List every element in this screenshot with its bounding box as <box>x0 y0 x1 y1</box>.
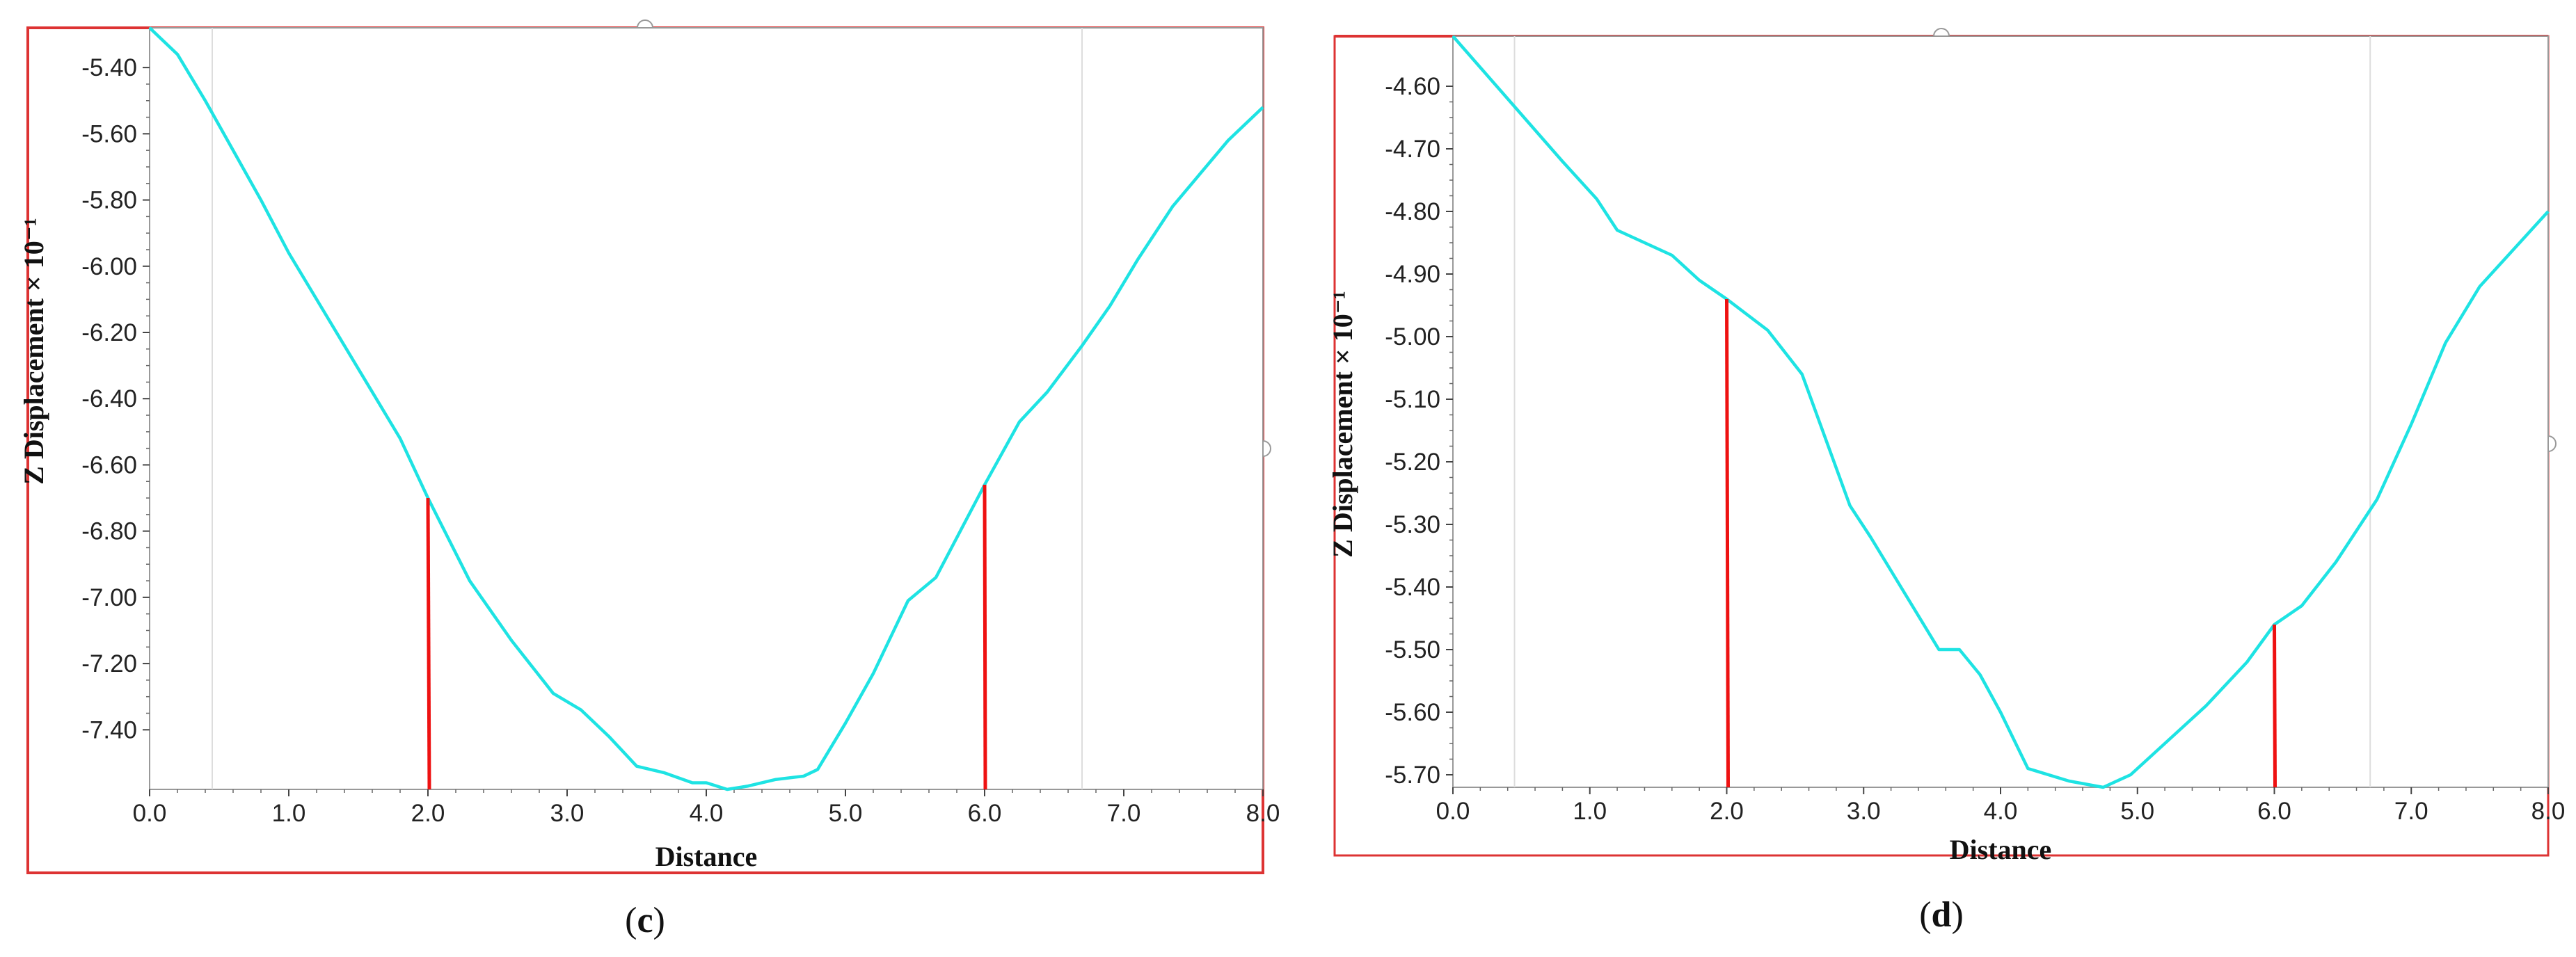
panel-d-ytick-label-1: -4.70 <box>1385 136 1440 163</box>
panel-c-ytick-label-7: -6.80 <box>81 518 137 545</box>
panel-c-xtick-label-3: 3.0 <box>550 800 585 827</box>
panel-c-xtick-label-4: 4.0 <box>690 800 724 827</box>
panel-c-ytick-label-6: -6.60 <box>81 451 137 478</box>
panel-d-xlabel: Distance <box>1950 834 2052 865</box>
panel-d-caption: (d) <box>1919 895 1964 935</box>
panel-c-xtick-label-7: 7.0 <box>1107 800 1141 827</box>
panel-d-ytick-label-10: -5.60 <box>1385 699 1440 726</box>
panel-c-marker-line-0 <box>426 498 431 790</box>
panel-c-caption: (c) <box>625 901 665 940</box>
panel-d-xtick-label-1: 1.0 <box>1573 798 1607 825</box>
panel-d-series-line <box>1452 35 2550 789</box>
panel-d-ytick-label-5: -5.10 <box>1385 386 1440 413</box>
panel-d-xtick-label-3: 3.0 <box>1847 798 1881 825</box>
panel-c-series-line <box>148 26 1264 791</box>
panel-d-ytick-label-4: -5.00 <box>1385 323 1440 351</box>
panel-c-ytick-label-3: -6.00 <box>81 253 137 280</box>
panel-c-xtick-label-0: 0.0 <box>133 800 167 827</box>
panel-d-plot-area <box>1452 35 2549 788</box>
panel-d-xtick-label-4: 4.0 <box>1984 798 2018 825</box>
panel-c-ytick-label-4: -6.20 <box>81 319 137 346</box>
panel-d-xtick-label-2: 2.0 <box>1710 798 1744 825</box>
panel-c-ytick-label-5: -6.40 <box>81 385 137 412</box>
panel-c-ytick-label-9: -7.20 <box>81 650 137 677</box>
panel-c: -5.40 -5.60 -5.80 -6.00 -6.20 -6.40 -6.60 -6.80… <box>18 19 1280 940</box>
panel-c-xlabel: Distance <box>655 841 758 872</box>
panel-d-xtick-label-6: 6.0 <box>2257 798 2291 825</box>
panel-d-xtick-label-7: 7.0 <box>2394 798 2428 825</box>
panel-c-ytick-label-2: -5.80 <box>81 187 137 214</box>
panel-d-xtick-label-8: 8.0 <box>2531 798 2566 825</box>
panel-d-xtick-label-0: 0.0 <box>1436 798 1470 825</box>
panel-d-marker-line-0 <box>1725 298 1730 788</box>
panel-d-ytick-label-2: -4.80 <box>1385 198 1440 225</box>
panel-c-xtick-label-6: 6.0 <box>968 800 1002 827</box>
panel-c-ytick-label-8: -7.00 <box>81 584 137 611</box>
panel-d-ylabel: Z Displacement × 10⁻¹ <box>1327 291 1358 558</box>
panel-d-ytick-label-0: -4.60 <box>1385 73 1440 100</box>
panel-c-xtick-label-5: 5.0 <box>829 800 863 827</box>
panel-c-ytick-label-0: -5.40 <box>81 54 137 81</box>
panel-c-ytick-label-1: -5.60 <box>81 120 137 147</box>
panel-d-ytick-label-7: -5.30 <box>1385 511 1440 538</box>
panel-d-ytick-label-9: -5.50 <box>1385 636 1440 664</box>
panel-d-ytick-label-3: -4.90 <box>1385 261 1440 288</box>
panel-c-xtick-label-8: 8.0 <box>1246 800 1280 827</box>
panel-c-plot-area <box>149 27 1264 790</box>
panel-c-ytick-label-10: -7.40 <box>81 716 137 743</box>
panel-d-ytick-label-11: -5.70 <box>1385 762 1440 789</box>
panel-d-ytick-label-8: -5.40 <box>1385 574 1440 601</box>
panel-d-ytick-label-6: -5.20 <box>1385 449 1440 476</box>
panel-c-xtick-label-2: 2.0 <box>411 800 445 827</box>
panel-d: -4.60 -4.70 -4.80 -4.90 -5.00 -5.10 -5.20 -5.30… <box>1327 28 2566 935</box>
panel-c-ylabel: Z Displacement × 10⁻¹ <box>18 218 49 485</box>
panel-d-xtick-label-5: 5.0 <box>2120 798 2154 825</box>
panel-c-xtick-label-1: 1.0 <box>272 800 306 827</box>
